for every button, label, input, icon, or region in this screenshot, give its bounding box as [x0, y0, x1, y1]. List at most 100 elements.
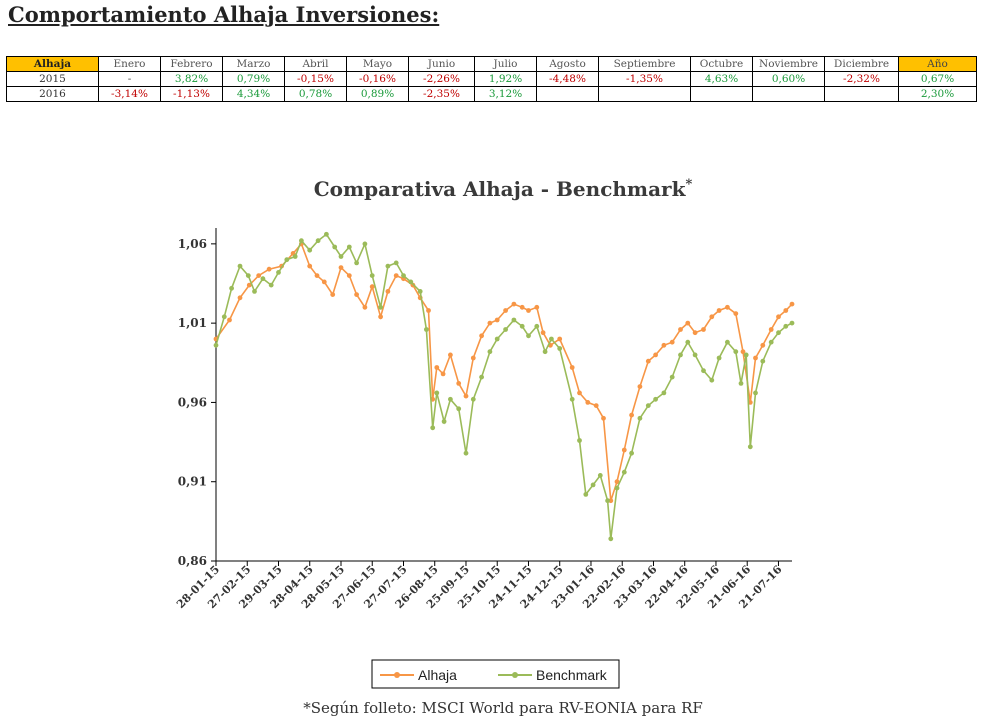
- data-point: [378, 314, 383, 320]
- data-point: [430, 425, 436, 431]
- return-cell: 0,78%: [284, 86, 347, 102]
- data-point: [597, 473, 603, 478]
- series-benchmark: [213, 231, 795, 542]
- table-body: 2015-3,82% 0,79% -0,15% -0,16% -2,26% 1,92% -4…: [6, 71, 977, 102]
- data-point: [776, 314, 781, 320]
- return-cell: 0,89%: [346, 86, 409, 102]
- return-cell: 2,30%: [898, 86, 977, 102]
- return-cell: -3,14%: [98, 86, 161, 102]
- y-tick-label: 1,06: [178, 237, 207, 251]
- data-point: [661, 342, 667, 348]
- data-point: [783, 308, 789, 313]
- data-point: [440, 371, 446, 377]
- data-point: [354, 292, 359, 297]
- data-point: [346, 244, 352, 250]
- chart-title: Comparativa Alhaja - Benchmark*: [314, 177, 693, 201]
- data-point: [284, 257, 290, 263]
- data-point: [276, 270, 281, 275]
- data-point: [692, 330, 698, 336]
- data-point: [385, 263, 391, 269]
- page-title: Comportamiento Alhaja Inversiones:: [8, 2, 440, 27]
- table-header-cell: Octubre: [690, 56, 753, 72]
- data-point: [669, 339, 675, 345]
- legend-marker: [512, 672, 518, 678]
- data-point: [653, 352, 658, 358]
- data-point: [434, 390, 440, 396]
- data-point: [789, 320, 795, 326]
- data-point: [401, 273, 406, 278]
- data-point: [629, 412, 634, 418]
- data-point: [601, 415, 606, 421]
- data-point: [463, 450, 469, 456]
- data-point: [321, 279, 327, 285]
- series-line: [215, 233, 793, 539]
- data-point: [252, 289, 257, 294]
- data-point: [593, 403, 599, 408]
- data-point: [685, 320, 691, 326]
- data-point: [487, 349, 493, 355]
- data-point: [393, 260, 399, 266]
- data-point: [503, 308, 508, 313]
- data-point: [661, 390, 667, 396]
- data-point: [692, 352, 698, 358]
- legend-label: Benchmark: [536, 667, 608, 683]
- data-point: [448, 352, 453, 358]
- data-point: [503, 327, 508, 332]
- data-point: [760, 358, 766, 364]
- data-point: [725, 339, 730, 345]
- table-header-cell: Año: [898, 56, 977, 72]
- data-point: [716, 355, 722, 361]
- return-cell: 3,12%: [474, 86, 537, 102]
- data-point: [487, 320, 493, 326]
- table-header-cell: Septiembre: [598, 56, 691, 72]
- data-point: [740, 349, 746, 355]
- data-point: [332, 244, 338, 250]
- data-point: [362, 304, 368, 310]
- data-point: [540, 330, 546, 336]
- data-point: [577, 390, 582, 396]
- data-point: [456, 381, 462, 386]
- y-tick-label: 0,91: [178, 475, 207, 489]
- data-point: [393, 273, 399, 278]
- data-point: [448, 396, 453, 402]
- data-point: [549, 336, 554, 342]
- legend: Alhaja Benchmark: [371, 659, 620, 689]
- data-point: [237, 263, 243, 269]
- data-point: [583, 492, 589, 497]
- table-header-row: Alhaja Enero Febrero Marzo Abril Mayo Junio Jul…: [6, 56, 977, 72]
- data-point: [685, 339, 691, 345]
- data-point: [534, 323, 540, 329]
- data-point: [678, 327, 683, 332]
- data-point: [470, 355, 476, 361]
- data-point: [701, 368, 706, 374]
- data-point: [747, 444, 753, 450]
- data-point: [753, 390, 758, 396]
- data-point: [456, 406, 462, 412]
- return-cell: -2,35%: [408, 86, 475, 102]
- data-point: [511, 317, 517, 323]
- table-header-cell: Junio: [408, 56, 475, 72]
- year-cell: 2015: [6, 71, 99, 87]
- data-point: [221, 314, 227, 320]
- data-point: [338, 254, 344, 259]
- table-header-cell: Julio: [474, 56, 537, 72]
- data-point: [315, 238, 321, 244]
- data-point: [733, 349, 739, 355]
- data-point: [608, 536, 614, 542]
- data-point: [494, 317, 500, 323]
- data-point: [408, 279, 414, 285]
- data-point: [434, 365, 440, 370]
- data-point: [526, 333, 531, 339]
- data-point: [678, 352, 683, 358]
- data-point: [324, 231, 329, 237]
- data-point: [237, 295, 243, 301]
- table-header-cell: Diciembre: [824, 56, 899, 72]
- data-point: [768, 339, 774, 345]
- data-point: [338, 265, 344, 270]
- data-point: [789, 301, 795, 307]
- data-point: [621, 469, 627, 475]
- data-point: [645, 403, 651, 408]
- year-cell: 2016: [6, 86, 99, 102]
- data-point: [614, 485, 620, 491]
